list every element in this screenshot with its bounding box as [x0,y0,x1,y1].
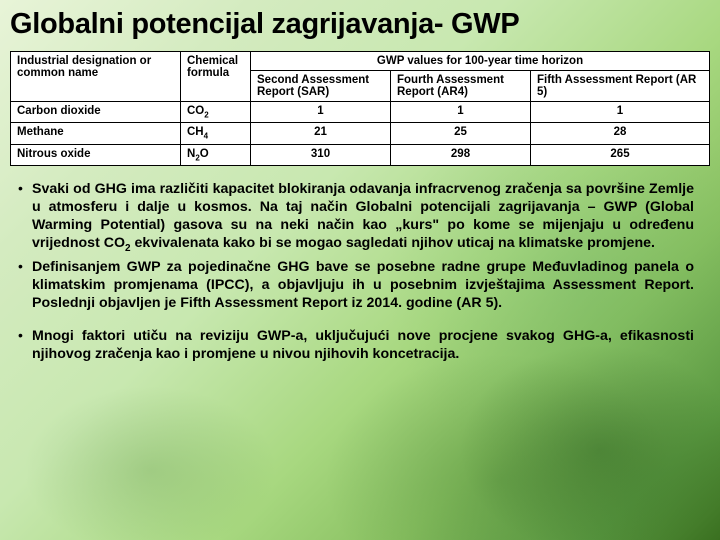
col-sar: Second Assessment Report (SAR) [251,71,391,102]
body-text: Svaki od GHG ima različiti kapacitet blo… [10,180,710,363]
bullet-text: Definisanjem GWP za pojedinačne GHG bave… [32,259,694,311]
table-row: Carbon dioxideCO2111 [11,102,710,123]
table-row: MethaneCH4212528 [11,123,710,144]
col-formula: Chemical formula [181,52,251,102]
cell-formula: CH4 [181,123,251,144]
table-header-row: Industrial designation or common name Ch… [11,52,710,71]
cell-ar5: 1 [531,102,710,123]
col-ar4: Fourth Assessment Report (AR4) [391,71,531,102]
cell-ar5: 265 [531,144,710,165]
table-row: Nitrous oxideN2O310298265 [11,144,710,165]
gwp-table: Industrial designation or common name Ch… [10,51,710,166]
page-title: Globalni potencijal zagrijavanja- GWP [10,8,710,41]
cell-name: Nitrous oxide [11,144,181,165]
cell-sar: 21 [251,123,391,144]
cell-ar4: 298 [391,144,531,165]
cell-ar4: 25 [391,123,531,144]
col-designation: Industrial designation or common name [11,52,181,102]
table-body: Carbon dioxideCO2111MethaneCH4212528Nitr… [11,102,710,166]
bullet-text-cont: ekvivalenata kako bi se mogao sagledati … [131,235,655,251]
bullet-item: Svaki od GHG ima različiti kapacitet blo… [18,180,694,256]
bullet-item: Mnogi faktori utiču na reviziju GWP-a, u… [18,327,694,363]
cell-sar: 310 [251,144,391,165]
bullet-item: Definisanjem GWP za pojedinačne GHG bave… [18,258,694,313]
col-group-gwp: GWP values for 100-year time horizon [251,52,710,71]
cell-formula: CO2 [181,102,251,123]
cell-name: Methane [11,123,181,144]
cell-formula: N2O [181,144,251,165]
col-ar5: Fifth Assessment Report (AR 5) [531,71,710,102]
cell-sar: 1 [251,102,391,123]
cell-ar5: 28 [531,123,710,144]
cell-name: Carbon dioxide [11,102,181,123]
cell-ar4: 1 [391,102,531,123]
bullet-text: Mnogi faktori utiču na reviziju GWP-a, u… [32,328,694,362]
